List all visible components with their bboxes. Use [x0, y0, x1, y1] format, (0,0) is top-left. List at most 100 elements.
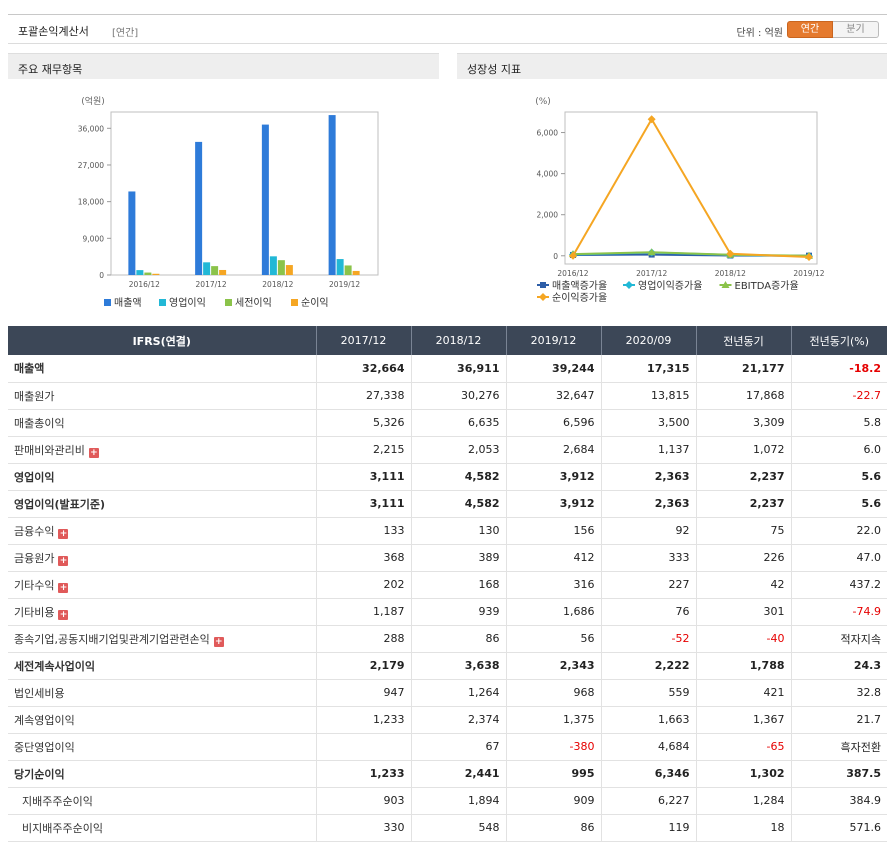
row-label: 당기순이익: [8, 759, 317, 788]
bar-mark: [136, 270, 144, 275]
table-cell: -18.2: [791, 355, 887, 383]
table-cell: 3,638: [411, 651, 507, 680]
table-cell: 32,664: [316, 355, 412, 383]
row-label-text: 세전계속사업이익: [14, 659, 95, 673]
expand-plus-icon[interactable]: +: [88, 447, 99, 458]
toggle-quarter-button[interactable]: 분기: [833, 21, 879, 38]
row-label-text: 금융수익: [14, 524, 55, 538]
table-cell: 1,686: [506, 598, 602, 626]
bar-mark: [195, 141, 203, 275]
table-cell: 995: [506, 759, 602, 788]
bar-legend-swatch: [225, 299, 232, 306]
table-cell: 202: [316, 571, 412, 599]
line-legend-label: 영업이익증가율: [638, 279, 702, 292]
bar-mark: [285, 265, 293, 275]
line-point: [805, 252, 813, 261]
line-point: [721, 281, 730, 288]
line-x-tick-label: 2019/12: [793, 269, 824, 278]
table-cell: 412: [506, 544, 602, 572]
table-cell: 56: [506, 625, 602, 653]
table-cell: 2,363: [601, 490, 697, 518]
line-point: [726, 249, 735, 258]
bar-x-tick-label: 2017/12: [196, 280, 227, 289]
table-cell: 1,302: [696, 759, 792, 788]
expand-plus-icon[interactable]: +: [213, 636, 224, 647]
bar-x-tick-label: 2019/12: [329, 280, 360, 289]
bar-mark: [219, 269, 227, 275]
table-cell: 32.8: [791, 679, 887, 707]
bar-x-tick-label: 2018/12: [262, 280, 293, 289]
expand-plus-icon[interactable]: +: [58, 582, 69, 593]
line-y-tick-label: 4,000: [537, 170, 559, 179]
income-statement-table: IFRS(연결) 2017/12 2018/12 2019/12 2020/09 전년동기…: [8, 326, 887, 842]
expand-plus-icon[interactable]: +: [58, 528, 69, 539]
table-cell: 387.5: [791, 759, 887, 788]
table-cell: 6.0: [791, 436, 887, 464]
table-cell: [316, 733, 412, 761]
expand-plus-icon[interactable]: +: [58, 555, 69, 566]
table-cell: 389: [411, 544, 507, 572]
row-label: 판매비와관리비 +: [8, 436, 317, 464]
row-label-text: 매출액: [14, 362, 45, 376]
table-row: 비지배주주순이익 330 548 86 119 18 571.6: [8, 814, 887, 842]
table-cell: 368: [316, 544, 412, 572]
table-body: 매출액 32,664 36,911 39,244 17,315 21,177 -18.2 매출…: [8, 355, 887, 842]
bar-mark: [211, 266, 219, 275]
table-cell: -52: [601, 625, 697, 653]
table-cell: 1,788: [696, 651, 792, 680]
table-cell: 156: [506, 517, 602, 545]
table-row: 매출원가 27,338 30,276 32,647 13,815 17,868 -22.7: [8, 382, 887, 410]
table-cell: 168: [411, 571, 507, 599]
table-cell: 30,276: [411, 382, 507, 410]
table-cell: 2,222: [601, 651, 697, 680]
table-cell: 947: [316, 679, 412, 707]
table-cell: 적자지속: [791, 625, 887, 653]
line-y-tick-label: 2,000: [537, 211, 559, 220]
bar-mark: [144, 272, 152, 275]
table-row: 기타비용 +1,187 939 1,686 76 301 -74.9: [8, 598, 887, 626]
table-header-row: IFRS(연결) 2017/12 2018/12 2019/12 2020/09 전년동기…: [8, 326, 887, 355]
row-label: 금융원가 +: [8, 544, 317, 572]
line-point: [540, 282, 546, 288]
table-cell: 5,326: [316, 409, 412, 437]
line-legend-label: EBITDA증가율: [735, 280, 799, 292]
table-cell: 36,911: [411, 355, 507, 383]
expand-plus-icon[interactable]: +: [58, 609, 69, 620]
header-period: 전년동기(%): [791, 326, 887, 355]
bar-legend-swatch: [159, 299, 166, 306]
table-cell: 75: [696, 517, 792, 545]
table-cell: 47.0: [791, 544, 887, 572]
table-cell: 119: [601, 814, 697, 842]
table-cell: 92: [601, 517, 697, 545]
table-cell: 421: [696, 679, 792, 707]
bar-mark: [269, 256, 277, 275]
bar-x-tick-label: 2016/12: [129, 280, 160, 289]
row-label-text: 매출총이익: [14, 416, 65, 430]
table-cell: 316: [506, 571, 602, 599]
table-cell: 1,375: [506, 706, 602, 734]
table-cell: -22.7: [791, 382, 887, 410]
table-cell: 2,053: [411, 436, 507, 464]
table-row: 세전계속사업이익 2,179 3,638 2,343 2,222 1,788 24.3: [8, 651, 887, 680]
bar-mark: [277, 260, 285, 275]
toggle-annual-button[interactable]: 연간: [787, 21, 833, 38]
bar-y-tick-label: 0: [99, 271, 104, 280]
table-cell: 548: [411, 814, 507, 842]
row-label-text: 영업이익: [14, 470, 55, 484]
table-cell: 3,111: [316, 462, 412, 491]
unit-label: 단위 : 억원: [736, 28, 783, 39]
line-x-tick-label: 2017/12: [636, 269, 667, 278]
bar-y-tick-label: 9,000: [83, 234, 105, 243]
row-label-text: 영업이익(발표기준): [14, 497, 106, 511]
header-period: 2018/12: [411, 326, 507, 355]
table-cell: 5.6: [791, 462, 887, 491]
bar-legend-swatch: [104, 299, 111, 306]
table-cell: 330: [316, 814, 412, 842]
row-label-text: 계속영업이익: [14, 713, 75, 727]
table-cell: 133: [316, 517, 412, 545]
line-y-tick-label: 6,000: [537, 129, 559, 138]
row-label: 세전계속사업이익: [8, 651, 317, 680]
line-point: [569, 251, 577, 260]
table-cell: 1,233: [316, 706, 412, 734]
table-cell: 288: [316, 625, 412, 653]
